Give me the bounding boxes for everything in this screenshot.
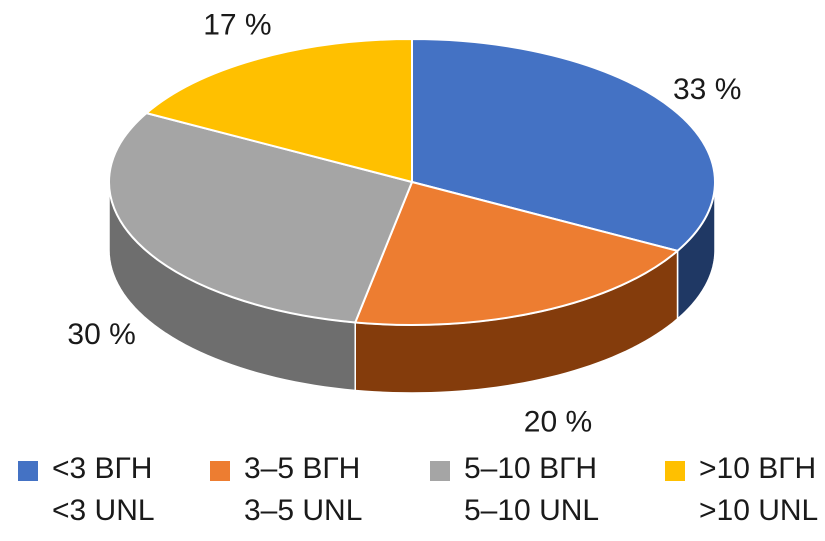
legend-label-en: >10 UNL: [699, 494, 819, 527]
legend-label-en: 3–5 UNL: [244, 494, 363, 527]
legend-item-3-5: 3–5 ВГН 3–5 UNL: [210, 448, 362, 532]
legend-label-ru: 5–10 ВГН: [464, 452, 597, 485]
legend-label-ru: 3–5 ВГН: [244, 452, 361, 485]
legend-label-en: <3 UNL: [52, 494, 155, 527]
legend: <3 ВГН <3 UNL 3–5 ВГН 3–5 UNL 5–10 ВГН 5…: [0, 448, 825, 541]
data-labels: 33 % 20 % 30 % 17 %: [67, 9, 741, 439]
data-label-3-5: 20 %: [524, 406, 592, 439]
data-label-lt3: 33 %: [673, 73, 741, 106]
legend-label-en: 5–10 UNL: [464, 494, 600, 527]
legend-label-ru: >10 ВГН: [699, 452, 817, 485]
pie-slice-5-10: [108, 112, 414, 324]
pie-slice-3-5: [353, 180, 680, 327]
legend-swatch-gt10: [665, 461, 685, 481]
legend-item-gt10: >10 ВГН >10 UNL: [665, 448, 818, 532]
legend-swatch-3-5: [210, 461, 230, 481]
pie-slices: [108, 37, 716, 327]
legend-swatch-lt3: [18, 461, 38, 481]
legend-label-ru: <3 ВГН: [52, 452, 153, 485]
data-label-gt10: 17 %: [203, 9, 271, 42]
legend-swatch-5-10: [430, 461, 450, 481]
pie-slice-lt3: [411, 37, 716, 252]
legend-item-lt3: <3 ВГН <3 UNL: [18, 448, 155, 532]
pie-slice-gt10: [144, 37, 413, 184]
data-label-5-10: 30 %: [67, 318, 135, 351]
legend-item-5-10: 5–10 ВГН 5–10 UNL: [430, 448, 599, 532]
